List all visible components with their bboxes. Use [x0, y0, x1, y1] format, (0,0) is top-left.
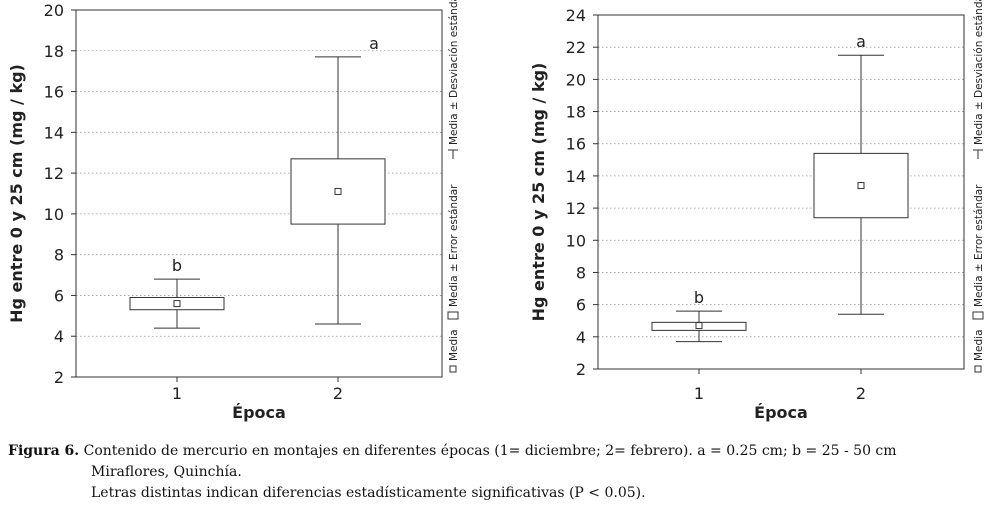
y-tick-label: 16 [566, 135, 586, 154]
caption-line-3: Letras distintas indican diferencias est… [91, 485, 646, 501]
y-tick-label: 8 [54, 246, 64, 265]
x-tick-label: 2 [856, 384, 866, 403]
legend-se-symbol [972, 311, 984, 320]
legend-label-sd: Media ± Desviación estándar [448, 0, 460, 145]
y-axis-title: Hg entre 0 y 25 cm (mg / kg) [529, 63, 548, 322]
legend-mean-symbol [974, 365, 982, 373]
legend-label-sd: Media ± Desviación estándar [973, 0, 985, 145]
y-tick-label: 20 [566, 70, 586, 89]
y-tick-label: 12 [44, 164, 64, 183]
y-axis-title: Hg entre 0 y 25 cm (mg / kg) [7, 64, 26, 323]
y-tick-label: 18 [566, 103, 586, 122]
y-tick-label: 16 [44, 83, 64, 102]
legend-label-mean: Media [973, 329, 985, 361]
y-tick-label: 14 [566, 167, 586, 186]
mean-marker [857, 182, 865, 190]
caption-line-2: Miraflores, Quinchía. [91, 464, 242, 480]
significance-letter: b [172, 256, 182, 275]
y-tick-label: 10 [44, 205, 64, 224]
legend-label-se: Media ± Error estándar [973, 184, 985, 307]
figure-caption: Figura 6. Contenido de mercurio en monta… [8, 441, 998, 504]
caption-label: Figura 6. [8, 443, 80, 459]
x-tick-label: 2 [333, 384, 343, 403]
legend-label-mean: Media [448, 329, 460, 361]
x-axis-title: Época [754, 403, 808, 422]
y-tick-label: 14 [44, 123, 64, 142]
legend: Media Media ± Error estándar Media ± Desvi… [972, 0, 985, 373]
y-tick-label: 20 [44, 1, 64, 20]
y-tick-label: 22 [566, 38, 586, 57]
significance-letter: b [694, 288, 704, 307]
significance-letter: a [369, 34, 379, 53]
y-tick-label: 6 [54, 286, 64, 305]
y-tick-label: 24 [566, 6, 586, 25]
x-axis-title: Época [232, 403, 286, 422]
y-tick-label: 10 [566, 231, 586, 250]
mean-marker [334, 187, 342, 195]
y-tick-label: 12 [566, 199, 586, 218]
y-tick-label: 2 [576, 360, 586, 379]
y-tick-label: 4 [576, 328, 586, 347]
legend-mean-symbol [449, 365, 457, 373]
significance-letter: a [856, 32, 866, 51]
y-tick-label: 4 [54, 327, 64, 346]
legend: Media Media ± Error estándar Media ± Desvi… [447, 0, 460, 373]
caption-line-1: Contenido de mercurio en montajes en dif… [79, 443, 897, 459]
y-tick-label: 6 [576, 296, 586, 315]
legend-label-se: Media ± Error estándar [448, 184, 460, 307]
x-tick-label: 1 [172, 384, 182, 403]
y-tick-label: 8 [576, 263, 586, 282]
mean-marker [695, 322, 703, 330]
plot-frame [597, 14, 965, 370]
y-tick-label: 2 [54, 368, 64, 387]
plot-frame [75, 9, 443, 378]
mean-marker [173, 300, 181, 308]
legend-se-symbol [447, 311, 459, 320]
x-tick-label: 1 [694, 384, 704, 403]
y-tick-label: 18 [44, 42, 64, 61]
